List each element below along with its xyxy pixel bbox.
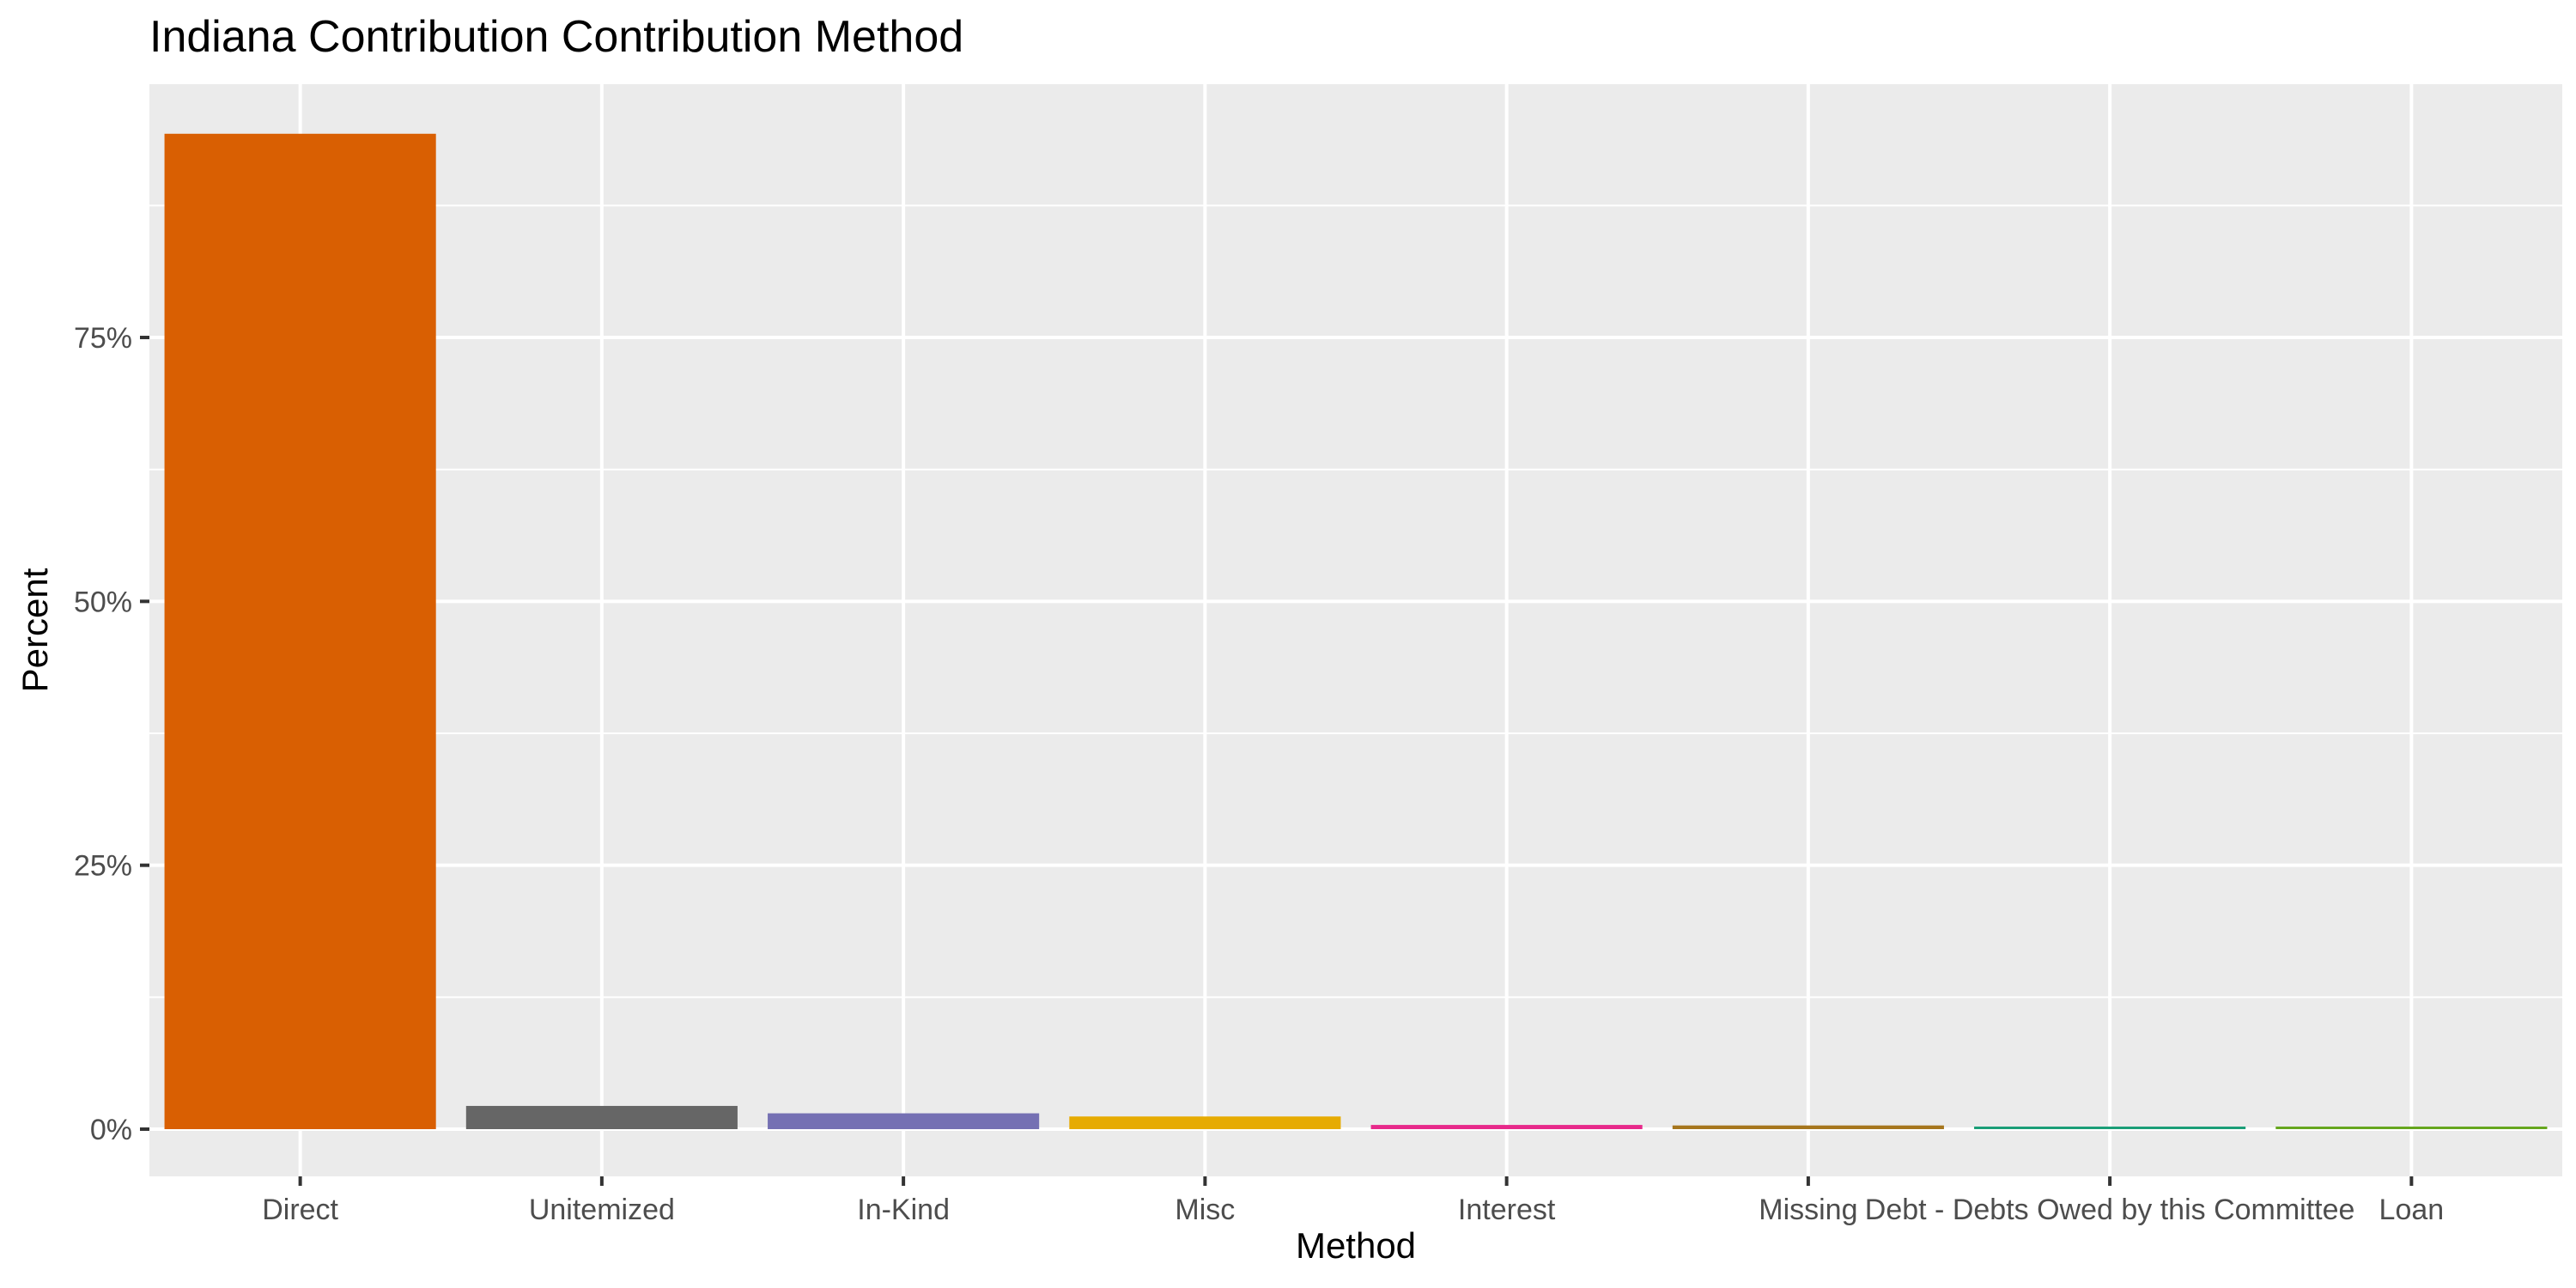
x-tick-label: In-Kind	[857, 1194, 950, 1226]
x-tick-label: Direct	[262, 1194, 338, 1226]
y-tick-label: 25%	[74, 850, 132, 883]
y-tick-label: 75%	[74, 322, 132, 355]
x-tick-label: Interest	[1458, 1194, 1556, 1226]
plot-panel	[149, 84, 2562, 1176]
x-tick-label: Debt - Debts Owed by this Committee	[1865, 1194, 2355, 1226]
bar	[1974, 1127, 2246, 1129]
gridlines	[149, 84, 2562, 1176]
bar	[1672, 1125, 1944, 1129]
y-tick-label: 50%	[74, 586, 132, 618]
bars	[164, 133, 2548, 1130]
x-axis-title: Method	[1296, 1225, 1416, 1266]
y-axis: 0% 25% 50% 75%	[74, 322, 149, 1146]
x-axis: Direct Unitemized In-Kind Misc Interest Missi…	[262, 1176, 2444, 1226]
bar	[164, 133, 436, 1130]
y-axis-title: Percent	[15, 568, 55, 692]
bar	[465, 1105, 738, 1129]
bar	[1370, 1125, 1643, 1129]
bar	[768, 1113, 1040, 1129]
x-tick-label: Loan	[2379, 1194, 2445, 1226]
x-tick-label: Missing	[1759, 1194, 1857, 1226]
bar	[1069, 1116, 1341, 1129]
y-tick-label: 0%	[90, 1114, 132, 1146]
x-tick-label: Unitemized	[529, 1194, 675, 1226]
bar	[2275, 1127, 2548, 1129]
chart-title: Indiana Contribution Contribution Method	[149, 12, 963, 62]
x-tick-label: Misc	[1175, 1194, 1235, 1226]
